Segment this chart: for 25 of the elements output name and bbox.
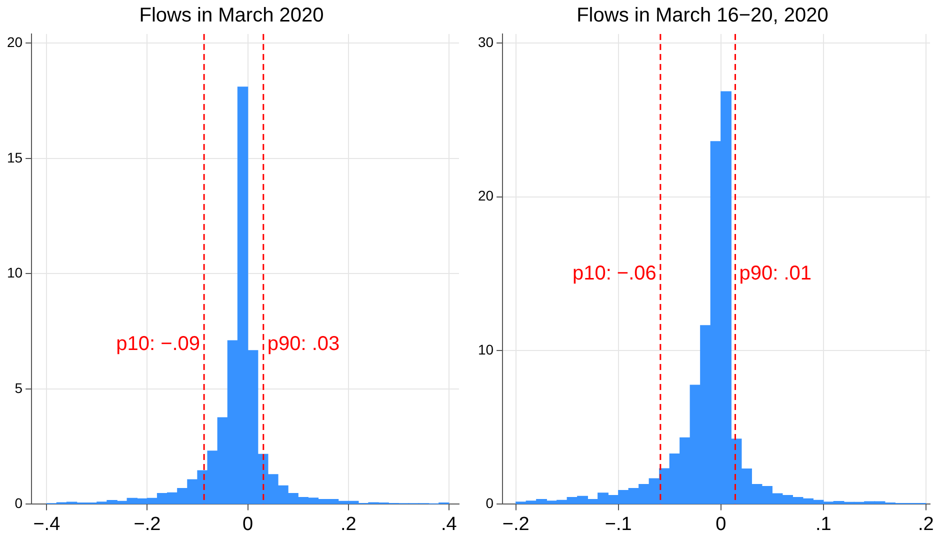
- x-tick-label: −.4: [33, 514, 61, 535]
- ref-line-label: p10: −.06: [572, 262, 656, 284]
- y-tick-label: 20: [6, 34, 23, 50]
- y-tick-label: 10: [6, 264, 23, 281]
- x-tick-label: .1: [815, 514, 832, 535]
- y-tick-label: 10: [478, 341, 494, 358]
- x-tick-label: .2: [340, 514, 356, 535]
- x-tick-label: 0: [716, 514, 726, 535]
- chart-title: Flows in March 2020: [139, 4, 324, 27]
- x-tick-label: .2: [918, 514, 934, 535]
- y-tick-label: 0: [486, 495, 494, 512]
- y-tick-label: 5: [14, 380, 23, 396]
- x-tick-label: −.2: [502, 514, 530, 535]
- ref-line-label: p90: .03: [267, 332, 340, 355]
- ref-line-label: p10: −.09: [116, 332, 200, 355]
- x-tick-label: 0: [242, 514, 254, 535]
- x-tick-label: .4: [441, 514, 458, 535]
- y-tick-label: 30: [478, 34, 494, 50]
- ref-line-label: p90: .01: [739, 262, 812, 284]
- y-tick-label: 20: [478, 188, 494, 204]
- x-tick-label: −.1: [604, 514, 632, 535]
- x-tick-label: −.2: [134, 514, 161, 535]
- y-tick-label: 0: [14, 495, 23, 512]
- chart-title: Flows in March 16−20, 2020: [576, 4, 828, 27]
- y-tick-label: 15: [6, 149, 23, 166]
